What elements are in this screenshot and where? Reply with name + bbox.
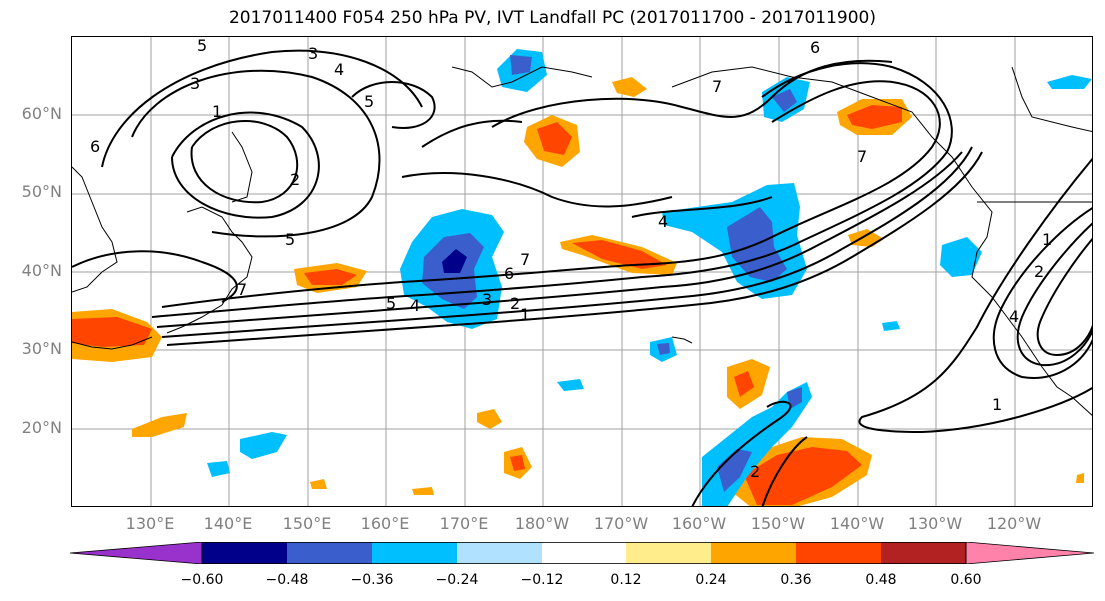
colorbar-segment [372,542,457,564]
lat-label: 30°N [21,339,62,358]
contour-label: 6 [504,264,514,283]
contour-label: 3 [308,44,318,63]
contour-label: 3 [482,290,492,309]
colorbar-segment [542,542,626,564]
colorbar-tick: −0.12 [520,572,564,588]
contour-label: 5 [364,92,374,111]
contour-label: 7 [520,250,530,269]
lat-label: 60°N [21,104,62,123]
contour-label: 4 [410,296,420,315]
lon-label: 140°W [829,514,885,533]
contour-label: 7 [237,280,247,299]
lon-label: 140°E [203,514,253,533]
lat-label: 20°N [21,418,62,437]
lon-label: 130°E [125,514,175,533]
contour-label: 3 [190,74,200,93]
contour-label: 1 [520,305,530,324]
pv-contours [72,49,1092,506]
lon-label: 180°W [514,514,570,533]
contour-label: 4 [658,212,668,231]
colorbar-tick: 0.60 [950,572,982,588]
contour-label: 5 [197,37,207,55]
map-title: 2017011400 F054 250 hPa PV, IVT Landfall… [228,8,876,28]
colorbar-segment [881,542,966,564]
shaded-anomalies [72,49,1092,506]
colorbar-segment [796,542,881,564]
colorbar-segment [202,542,287,564]
colorbar-tick: −0.24 [435,572,479,588]
coastlines [72,66,1092,416]
contour-label: 2 [1034,262,1044,281]
colorbar-segment [70,542,203,564]
colorbar-segment [965,542,1095,564]
contour-label: 5 [386,294,396,313]
colorbar-tick: −0.60 [180,572,224,588]
contour-label: 7 [712,77,722,96]
lat-label: 40°N [21,261,62,280]
colorbar-segment [457,542,542,564]
contour-label: 1 [992,395,1002,414]
colorbar-tick: 0.24 [695,572,727,588]
map-panel: 3 5 4 1 2 6 3 5 7 5 4 7 6 3 2 1 7 4 6 7 … [71,36,1093,507]
colorbar-tick: 0.36 [780,572,812,588]
colorbar-tick: −0.48 [265,572,309,588]
lon-label: 170°E [439,514,489,533]
lon-label: 130°W [907,514,963,533]
lon-label: 170°W [593,514,649,533]
colorbar-segment [626,542,711,564]
lon-label: 160°W [671,514,727,533]
contour-label: 2 [750,462,760,481]
contour-label: 1 [212,102,222,121]
contour-label: 1 [1042,230,1052,249]
contour-label: 6 [90,137,100,156]
lon-label: 120°W [986,514,1042,533]
contour-label: 6 [810,38,820,57]
contour-label: 2 [290,170,300,189]
lon-label: 150°W [750,514,806,533]
colorbar-segment [287,542,372,564]
lat-label: 50°N [21,182,62,201]
lon-label: 150°E [282,514,332,533]
contour-label: 4 [1009,307,1019,326]
colorbar-tick: 0.48 [865,572,897,588]
contour-labels: 3 5 4 1 2 6 3 5 7 5 4 7 6 3 2 1 7 4 6 7 … [90,37,1052,481]
contour-label: 2 [510,294,520,313]
contour-label: 7 [857,147,867,166]
lon-label: 160°E [360,514,410,533]
contour-label: 5 [285,230,295,249]
colorbar [70,542,1095,564]
contour-label: 4 [334,60,344,79]
colorbar-segment [711,542,796,564]
map-svg: 3 5 4 1 2 6 3 5 7 5 4 7 6 3 2 1 7 4 6 7 … [72,37,1092,506]
colorbar-tick: −0.36 [350,572,394,588]
colorbar-tick: 0.12 [610,572,642,588]
